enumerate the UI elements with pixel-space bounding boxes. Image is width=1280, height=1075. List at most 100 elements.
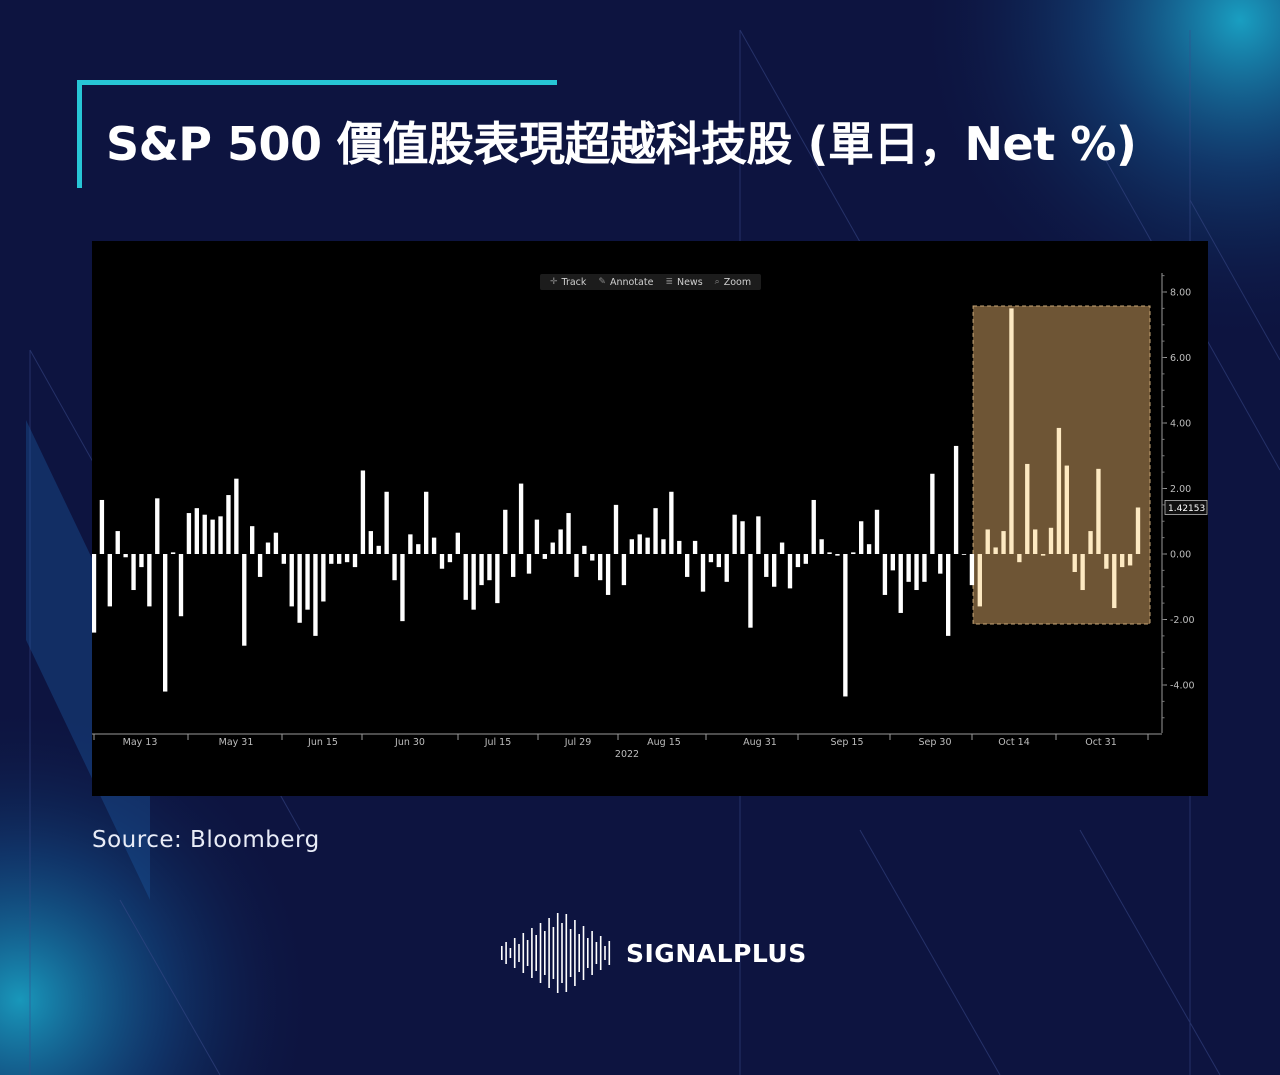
chart-panel: 8.00 6.00 4.00 2.00 0.00 -2.00 -4.00 1.42153 May… <box>92 241 1208 796</box>
x-tick-label: Oct 31 <box>1085 737 1117 748</box>
track-label: Track <box>561 276 587 288</box>
logo-wave-bar <box>587 938 589 968</box>
bar <box>874 509 880 554</box>
bar <box>859 521 864 554</box>
bar <box>764 554 769 577</box>
bar <box>898 554 903 613</box>
source-note: Source: Bloomberg <box>92 827 320 853</box>
bar <box>305 554 310 610</box>
bar <box>637 534 642 554</box>
bar <box>946 554 951 636</box>
logo-wave-bar <box>565 914 568 992</box>
logo-wave-bar <box>604 946 606 960</box>
bar <box>511 554 516 577</box>
bar <box>147 554 152 607</box>
bar <box>685 554 690 577</box>
logo-wave-bar <box>582 926 585 980</box>
bar <box>985 529 990 554</box>
bar <box>819 539 824 554</box>
bar <box>716 554 721 568</box>
bar <box>708 554 714 563</box>
bar <box>542 554 547 559</box>
bar <box>281 554 286 564</box>
bar <box>170 552 176 554</box>
bar <box>234 478 239 554</box>
x-tick-label: Jul 29 <box>564 737 592 748</box>
highlight-region <box>972 305 1151 625</box>
bar <box>1096 468 1101 554</box>
bar <box>835 554 840 556</box>
bar <box>178 554 184 617</box>
bar <box>1064 465 1069 554</box>
bar <box>1112 554 1117 609</box>
bar <box>242 554 247 646</box>
bar <box>661 539 666 554</box>
bar <box>155 498 160 554</box>
bar <box>107 554 112 607</box>
bar <box>787 554 793 589</box>
bar <box>1120 554 1125 568</box>
zoom-button[interactable]: ⌕ Zoom <box>709 274 757 290</box>
bar <box>890 554 895 571</box>
bar <box>503 509 508 554</box>
y-tick-label: 8.00 <box>1170 288 1191 299</box>
bar <box>1080 554 1085 591</box>
bar <box>953 445 959 554</box>
bar <box>677 540 682 554</box>
bar-chart: 8.00 6.00 4.00 2.00 0.00 -2.00 -4.00 1.42153 May… <box>92 273 1208 760</box>
x-tick-label: Aug 15 <box>647 737 681 748</box>
bar <box>439 554 445 569</box>
signal-wave-icon <box>501 913 611 993</box>
bar <box>906 554 911 582</box>
bar <box>337 554 342 564</box>
bar <box>574 554 579 577</box>
x-tick-label: May 13 <box>123 737 158 748</box>
bar <box>1033 529 1038 554</box>
bar <box>669 491 674 554</box>
x-tick-label: Jun 15 <box>307 737 338 748</box>
bar <box>851 552 856 554</box>
bar <box>1048 527 1054 554</box>
bar <box>416 544 421 554</box>
x-tick-label: May 31 <box>219 737 254 748</box>
bar <box>329 554 334 564</box>
logo-wave-bar <box>505 942 507 964</box>
bar <box>1009 308 1014 554</box>
bar <box>1001 531 1006 554</box>
y-tick-label: 2.00 <box>1170 484 1191 495</box>
bar <box>914 554 919 591</box>
bar <box>526 554 532 574</box>
x-tick-label: Oct 14 <box>998 737 1030 748</box>
bar <box>977 554 982 607</box>
title-accent-vertical <box>77 80 82 188</box>
bar <box>471 554 476 610</box>
logo-wave-bar <box>544 931 546 975</box>
bar <box>408 534 413 554</box>
track-button[interactable]: ✛ Track <box>544 274 592 290</box>
bar <box>772 554 777 587</box>
annotate-label: Annotate <box>609 276 654 288</box>
bar <box>250 526 255 554</box>
bar <box>352 554 358 568</box>
bar <box>700 554 706 592</box>
news-button[interactable]: ≣ News <box>659 274 708 290</box>
bar <box>463 554 468 600</box>
bar <box>92 554 97 633</box>
annotate-button[interactable]: ✎ Annotate <box>592 274 659 290</box>
logo-wave-bar <box>526 940 529 966</box>
bar <box>843 554 848 697</box>
bar <box>827 552 832 554</box>
bar <box>1056 427 1062 554</box>
bar <box>748 554 753 628</box>
bar <box>922 554 927 582</box>
y-tick-label: 4.00 <box>1170 419 1191 430</box>
logo-wave-bar <box>518 944 520 962</box>
news-icon: ≣ <box>665 277 673 287</box>
title-accent-horizontal <box>77 80 557 85</box>
bar <box>1135 507 1141 554</box>
bar <box>210 519 215 554</box>
bar <box>218 516 223 554</box>
bar <box>629 539 634 554</box>
bar <box>1088 531 1093 554</box>
logo-wave-bar <box>501 946 503 960</box>
